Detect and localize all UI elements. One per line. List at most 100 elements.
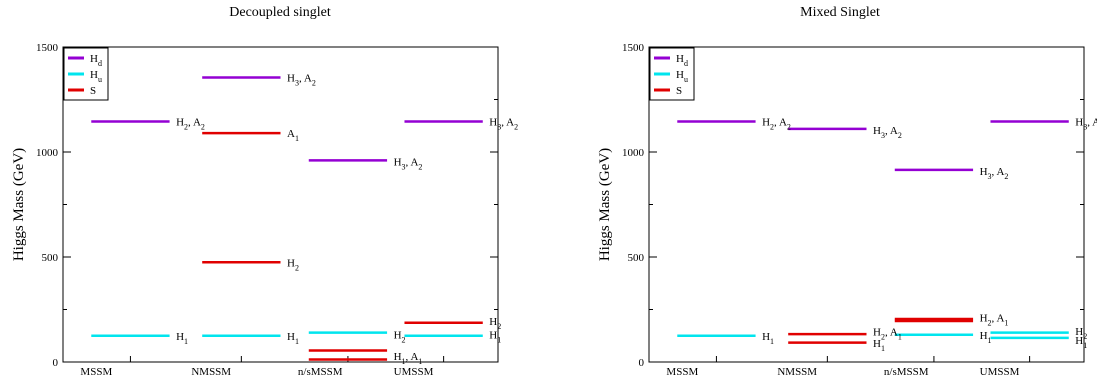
label-sub: 2 (1083, 332, 1087, 341)
legend-label-base: H (90, 69, 98, 81)
x-tick-label: UMSSM (394, 366, 434, 378)
label-separator: , (188, 117, 193, 129)
label-base: H (980, 312, 988, 324)
label-base: A (996, 312, 1004, 324)
y-tick-label: 500 (628, 252, 645, 264)
x-tick-label: NMSSM (191, 366, 231, 378)
legend-label-sub: u (684, 75, 688, 84)
legend-label: Hu (90, 69, 102, 84)
label-base: H (762, 331, 770, 343)
chart-title: Decoupled singlet (229, 5, 331, 20)
label-sub: 1 (881, 344, 885, 353)
plot-frame (62, 46, 499, 363)
label-sub: 2 (497, 322, 501, 331)
chart-panel-decoupled: Decoupled singlet 0 500 1000 1500 Higgs Mass … (11, 5, 518, 378)
legend-label-base: H (90, 53, 98, 65)
label-base: H (394, 351, 402, 363)
particle-label: H1 (287, 331, 299, 346)
x-tick-label: UMSSM (980, 366, 1020, 378)
label-base: A (996, 166, 1004, 178)
label-sub: 1 (988, 336, 992, 345)
label-base: H (176, 117, 184, 129)
y-axis-label: Higgs Mass (GeV) (11, 148, 27, 261)
label-separator: , (1087, 117, 1092, 129)
x-tick-label: MSSM (666, 366, 698, 378)
y-tick-label: 1500 (622, 42, 645, 54)
chart-panel-mixed: Mixed Singlet 0 500 1000 1500 Higgs Mass (GeV… (597, 5, 1097, 378)
label-base: A (410, 156, 418, 168)
particle-label: H3, A2 (287, 72, 316, 87)
x-tick-label: n/sMSSM (884, 366, 929, 378)
particle-label: H2 (394, 330, 406, 345)
legend-label-base: S (90, 85, 96, 97)
plot-frame (648, 46, 1085, 363)
particle-label: H1 (873, 338, 885, 353)
label-sub: 1 (418, 357, 422, 366)
particle-label: H2, A2 (762, 117, 791, 132)
y-axis-label: Higgs Mass (GeV) (597, 148, 613, 261)
label-sub: 3 (295, 78, 299, 87)
particle-label: H2, A1 (980, 312, 1009, 327)
label-separator: , (501, 117, 506, 129)
label-sub: 1 (770, 337, 774, 346)
label-sub: 2 (787, 123, 791, 132)
label-sub: 2 (295, 263, 299, 272)
label-base: A (287, 128, 295, 140)
label-base: A (193, 117, 201, 129)
particle-label: H1 (489, 330, 501, 345)
label-sub: 2 (1004, 172, 1008, 181)
y-tick-label: 1000 (622, 147, 645, 159)
legend-label: S (90, 85, 96, 97)
label-sub: 1 (898, 333, 902, 342)
particle-label: H1 (762, 331, 774, 346)
label-separator: , (992, 312, 997, 324)
label-sub: 2 (881, 333, 885, 342)
label-sub: 2 (418, 162, 422, 171)
label-sub: 3 (497, 123, 501, 132)
particle-label: H2 (287, 257, 299, 272)
particle-label: H2 (489, 316, 501, 331)
particle-label: H2 (1075, 326, 1087, 341)
x-tick-label: NMSSM (777, 366, 817, 378)
label-sub: 2 (898, 131, 902, 140)
label-sub: 1 (497, 336, 501, 345)
label-sub: 1 (295, 134, 299, 143)
label-base: H (394, 330, 402, 342)
y-tick-label: 1000 (36, 147, 59, 159)
y-tick-label: 0 (53, 357, 59, 369)
label-sub: 2 (402, 336, 406, 345)
particle-label: H1 (980, 330, 992, 345)
label-base: A (506, 117, 514, 129)
particle-label: H3, A2 (873, 125, 902, 140)
x-tick-label: MSSM (80, 366, 112, 378)
label-sub: 1 (402, 357, 406, 366)
label-base: H (1075, 326, 1083, 338)
particle-label: H1, A1 (394, 351, 423, 366)
label-base: H (1075, 335, 1083, 347)
label-base: H (176, 331, 184, 343)
label-sub: 1 (1004, 318, 1008, 327)
label-separator: , (992, 166, 997, 178)
label-sub: 1 (184, 337, 188, 346)
label-sub: 2 (770, 123, 774, 132)
y-tick-label: 0 (639, 357, 645, 369)
particle-label: H1 (176, 331, 188, 346)
label-base: H (873, 327, 881, 339)
label-base: H (394, 156, 402, 168)
legend-label: Hd (90, 53, 102, 68)
legend-label-sub: d (684, 59, 688, 68)
legend-label-base: S (676, 85, 682, 97)
legend-label: S (676, 85, 682, 97)
label-base: A (890, 327, 898, 339)
particle-label: H2, A2 (176, 117, 205, 132)
label-sub: 2 (514, 123, 518, 132)
legend-label-base: H (676, 69, 684, 81)
legend-label-sub: u (98, 75, 102, 84)
label-sub: 3 (402, 162, 406, 171)
particle-label: H3, A2 (489, 117, 518, 132)
label-base: A (304, 72, 312, 84)
label-base: H (287, 331, 295, 343)
label-base: H (980, 166, 988, 178)
label-base: H (489, 330, 497, 342)
particle-label: H2, A1 (873, 327, 902, 342)
